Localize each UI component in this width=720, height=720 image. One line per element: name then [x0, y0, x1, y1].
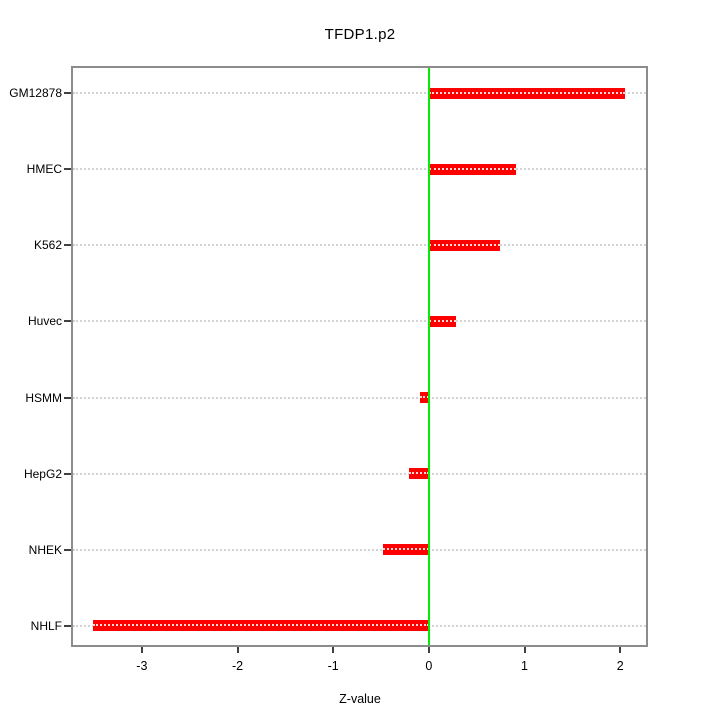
x-tick-label: 1 [521, 659, 528, 673]
category-label-hmec: HMEC [26, 162, 62, 177]
gridline [73, 168, 646, 171]
gridline [73, 396, 646, 399]
gridline [73, 244, 646, 247]
category-label-huvec: Huvec [27, 314, 62, 329]
y-tick [64, 548, 71, 551]
category-label-hsmm: HSMM [25, 390, 62, 405]
y-tick [64, 472, 71, 475]
bar-hsmm [420, 392, 429, 404]
x-tick [332, 647, 335, 653]
x-tick [236, 647, 239, 653]
bar-grid-overlay [382, 548, 429, 551]
x-tick-label: -3 [136, 659, 148, 673]
category-label-k562: K562 [33, 238, 62, 253]
x-tick [140, 647, 143, 653]
x-axis-label: Z-value [339, 692, 381, 706]
bar-nhlf [93, 620, 429, 632]
bar-k562 [428, 239, 500, 251]
chart-title: TFDP1.p2 [324, 26, 396, 43]
bar-grid-overlay [428, 319, 456, 322]
gridline [73, 92, 646, 94]
category-label-hepg2: HepG2 [23, 466, 62, 481]
bar-hmec [428, 163, 516, 175]
y-tick [64, 244, 71, 247]
y-tick [64, 624, 71, 627]
category-label-gm12878: GM12878 [9, 86, 62, 100]
bar-grid-overlay [408, 472, 429, 475]
zero-line [427, 68, 430, 645]
bar-grid-overlay [428, 91, 625, 94]
x-tick [523, 647, 526, 653]
bar-grid-overlay [428, 243, 500, 246]
x-tick [427, 647, 430, 653]
bar-nhek [382, 544, 429, 556]
y-tick [64, 396, 71, 399]
gridline [73, 320, 646, 323]
x-tick-label: -1 [327, 659, 339, 673]
bar-huvec [428, 315, 456, 327]
x-tick-label: 0 [425, 659, 433, 673]
y-tick [64, 92, 71, 94]
bar-gm12878 [428, 87, 625, 99]
bar-grid-overlay [420, 396, 429, 399]
gridline [73, 548, 646, 551]
plot-area [71, 66, 648, 647]
x-tick-label: -2 [231, 659, 244, 673]
y-tick [64, 320, 71, 323]
category-label-nhlf: NHLF [30, 618, 62, 633]
bar-grid-overlay [93, 624, 429, 627]
bar-grid-overlay [428, 167, 516, 170]
gridline [73, 472, 646, 475]
category-label-nhek: NHEK [28, 542, 62, 557]
x-tick [619, 647, 622, 653]
y-tick [64, 168, 71, 171]
x-tick-label: 2 [616, 659, 624, 673]
bar-hepg2 [408, 468, 429, 480]
